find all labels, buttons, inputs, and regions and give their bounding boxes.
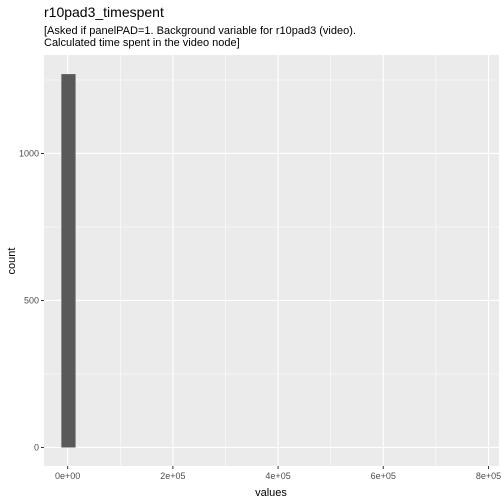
histogram-bar — [61, 74, 76, 448]
x-tick-label: 4e+05 — [265, 471, 290, 481]
plot-panel — [44, 55, 499, 466]
x-axis-ticks: 0e+00 2e+05 4e+05 6e+05 8e+05 — [55, 466, 501, 481]
grid-minor — [44, 55, 499, 466]
x-tick-label: 8e+05 — [476, 471, 501, 481]
y-tick-label: 500 — [24, 295, 39, 305]
y-axis-title: count — [6, 248, 18, 275]
x-tick-label: 0e+00 — [55, 471, 80, 481]
x-tick-label: 2e+05 — [160, 471, 185, 481]
x-axis-title: values — [255, 487, 287, 499]
chart-title: r10pad3_timespent — [44, 4, 164, 20]
y-tick-label: 0 — [34, 442, 39, 452]
histogram-bars — [61, 74, 76, 448]
chart-subtitle-line-1: [Asked if panelPAD=1. Background variabl… — [44, 25, 356, 37]
y-axis-ticks: 0 500 1000 — [19, 148, 44, 452]
grid-major — [44, 55, 499, 466]
y-tick-label: 1000 — [19, 148, 39, 158]
chart-subtitle-line-2: Calculated time spent in the video node] — [44, 37, 240, 49]
x-tick-label: 6e+05 — [371, 471, 396, 481]
